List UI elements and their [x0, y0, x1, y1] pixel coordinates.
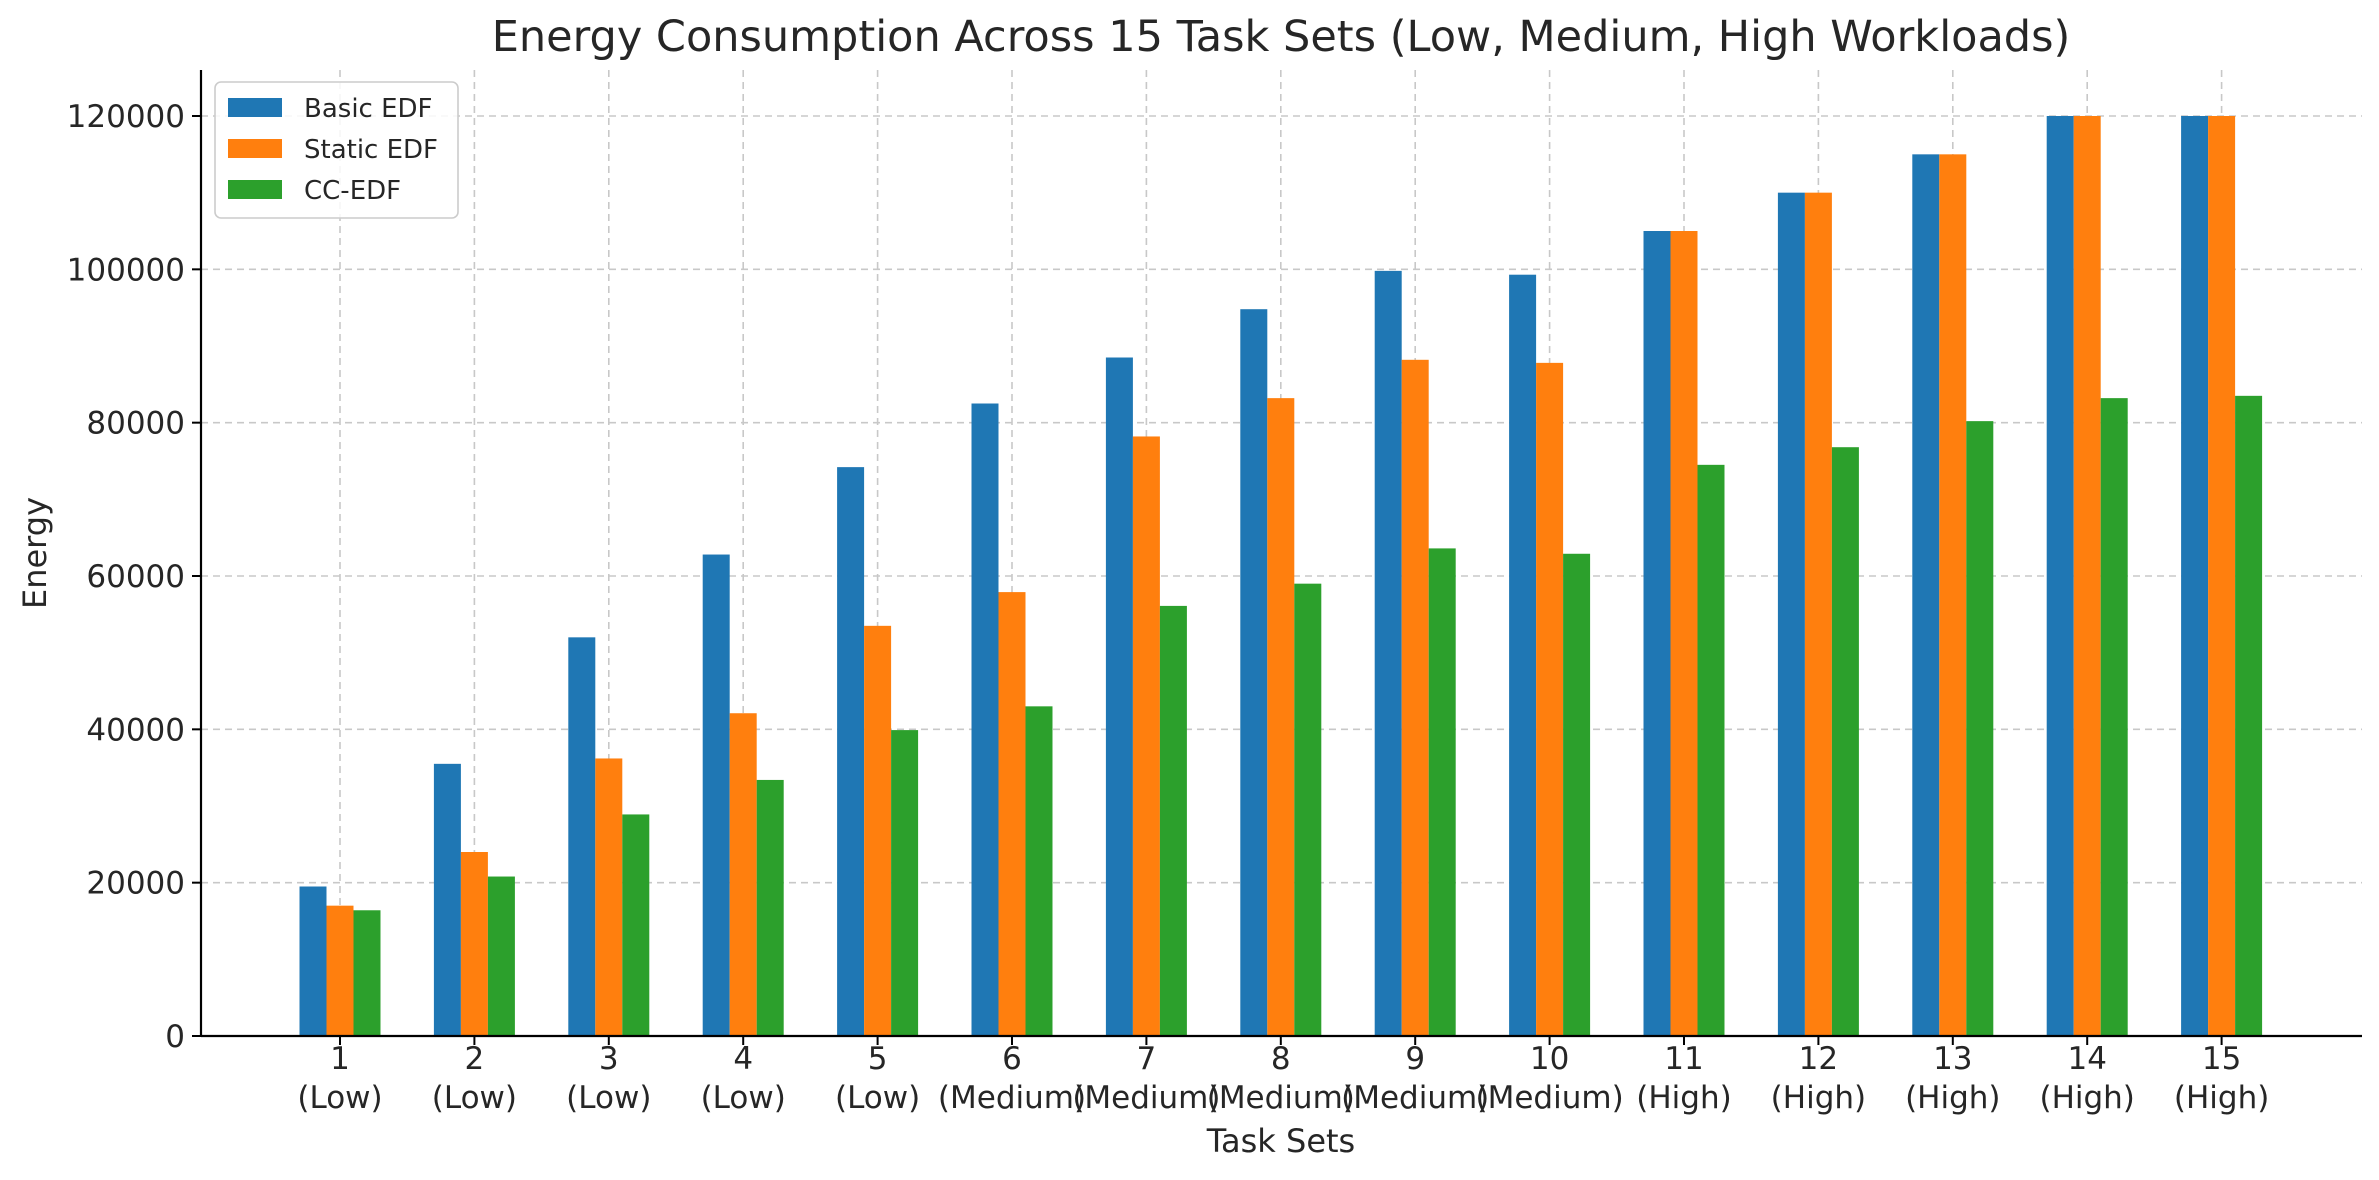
x-tick-sublabel: (High) — [1905, 1080, 2000, 1116]
legend-swatch — [228, 180, 282, 199]
bar-static-edf — [1536, 362, 1564, 1036]
x-tick-sublabel: (Low) — [835, 1080, 920, 1116]
bar-static-edf — [1267, 398, 1295, 1037]
x-tick-label: 1 — [330, 1041, 350, 1077]
legend-label: CC-EDF — [304, 176, 401, 206]
x-tick-label: 3 — [599, 1041, 619, 1077]
bar-static-edf — [326, 905, 354, 1036]
bar-cc-edf — [891, 730, 919, 1036]
x-tick-label: 8 — [1271, 1041, 1291, 1077]
bar-cc-edf — [1697, 464, 1725, 1036]
x-axis-label: Task Sets — [1206, 1122, 1355, 1160]
bar-static-edf — [1132, 436, 1160, 1036]
bar-basic-edf — [2181, 116, 2209, 1036]
y-tick-label: 40000 — [86, 712, 185, 748]
x-tick-label: 7 — [1137, 1041, 1157, 1077]
x-tick-sublabel: (Low) — [701, 1080, 786, 1116]
bar-basic-edf — [837, 467, 865, 1037]
x-tick-label: 12 — [1799, 1041, 1838, 1077]
bar-basic-edf — [1912, 154, 1940, 1037]
bar-cc-edf — [1294, 583, 1322, 1036]
x-ticks: 1(Low)2(Low)3(Low)4(Low)5(Low)6(Medium)7… — [297, 1036, 2269, 1116]
x-tick-sublabel: (Medium) — [1072, 1080, 1220, 1116]
chart-title: Energy Consumption Across 15 Task Sets (… — [492, 12, 2071, 62]
bar-static-edf — [729, 713, 757, 1036]
x-tick-label: 6 — [1002, 1041, 1022, 1077]
x-tick-sublabel: (Low) — [297, 1080, 382, 1116]
bar-basic-edf — [1643, 231, 1671, 1036]
x-tick-label: 15 — [2202, 1041, 2241, 1077]
legend-swatch — [228, 98, 282, 117]
bar-basic-edf — [1777, 192, 1805, 1036]
bar-cc-edf — [2235, 395, 2263, 1036]
bar-cc-edf — [1025, 706, 1053, 1036]
x-tick-sublabel: (Medium) — [938, 1080, 1086, 1116]
bar-cc-edf — [622, 814, 650, 1036]
bar-cc-edf — [1159, 605, 1187, 1036]
x-tick-label: 13 — [1933, 1041, 1972, 1077]
y-tick-label: 60000 — [86, 559, 185, 595]
bar-basic-edf — [971, 403, 999, 1036]
x-tick-sublabel: (Low) — [566, 1080, 651, 1116]
x-tick-label: 11 — [1664, 1041, 1703, 1077]
x-tick-sublabel: (Low) — [432, 1080, 517, 1116]
bar-basic-edf — [299, 886, 327, 1036]
y-axis-label: Energy — [16, 497, 54, 609]
bar-static-edf — [595, 758, 623, 1036]
bar-cc-edf — [2100, 398, 2128, 1037]
bar-basic-edf — [2046, 116, 2074, 1036]
bar-static-edf — [2073, 116, 2101, 1036]
bar-static-edf — [460, 852, 488, 1036]
bar-basic-edf — [568, 637, 596, 1036]
x-tick-label: 9 — [1405, 1041, 1425, 1077]
legend-label: Static EDF — [304, 135, 438, 165]
bar-cc-edf — [1831, 447, 1859, 1036]
bar-basic-edf — [702, 554, 730, 1036]
legend-swatch — [228, 139, 282, 158]
x-tick-sublabel: (High) — [2039, 1080, 2134, 1116]
bar-static-edf — [1939, 154, 1967, 1037]
bar-cc-edf — [487, 876, 515, 1036]
legend-label: Basic EDF — [304, 94, 433, 124]
x-tick-sublabel: (Medium) — [1341, 1080, 1489, 1116]
bar-static-edf — [1670, 231, 1698, 1036]
x-tick-sublabel: (Medium) — [1476, 1080, 1624, 1116]
bar-cc-edf — [1428, 548, 1456, 1036]
legend: Basic EDF Static EDF CC-EDF — [214, 81, 459, 219]
bar-cc-edf — [1966, 421, 1994, 1037]
y-tick-label: 80000 — [86, 406, 185, 442]
x-tick-sublabel: (High) — [1771, 1080, 1866, 1116]
y-tick-label: 120000 — [67, 99, 185, 135]
bar-static-edf — [998, 592, 1026, 1036]
bar-static-edf — [1401, 359, 1429, 1036]
x-tick-sublabel: (High) — [1636, 1080, 1731, 1116]
bar-basic-edf — [1240, 309, 1268, 1036]
bar-static-edf — [864, 625, 892, 1036]
bar-static-edf — [1804, 192, 1832, 1036]
bar-cc-edf — [353, 910, 381, 1036]
bar-cc-edf — [756, 779, 784, 1036]
bar-basic-edf — [1509, 274, 1537, 1036]
bar-cc-edf — [1563, 553, 1591, 1036]
bar-basic-edf — [433, 763, 461, 1036]
y-tick-label: 20000 — [86, 866, 185, 902]
y-tick-label: 0 — [165, 1019, 185, 1055]
x-tick-label: 5 — [868, 1041, 888, 1077]
x-tick-label: 10 — [1530, 1041, 1569, 1077]
x-tick-label: 14 — [2067, 1041, 2106, 1077]
x-tick-label: 2 — [465, 1041, 485, 1077]
x-tick-sublabel: (High) — [2174, 1080, 2269, 1116]
bar-basic-edf — [1105, 357, 1133, 1036]
bar-basic-edf — [1374, 270, 1402, 1036]
y-ticks: 0 20000 40000 60000 80000 100000 120000 — [67, 99, 201, 1055]
y-tick-label: 100000 — [67, 252, 185, 288]
x-tick-label: 4 — [733, 1041, 753, 1077]
bars — [299, 116, 2263, 1037]
x-tick-sublabel: (Medium) — [1207, 1080, 1355, 1116]
bar-static-edf — [2208, 116, 2236, 1036]
